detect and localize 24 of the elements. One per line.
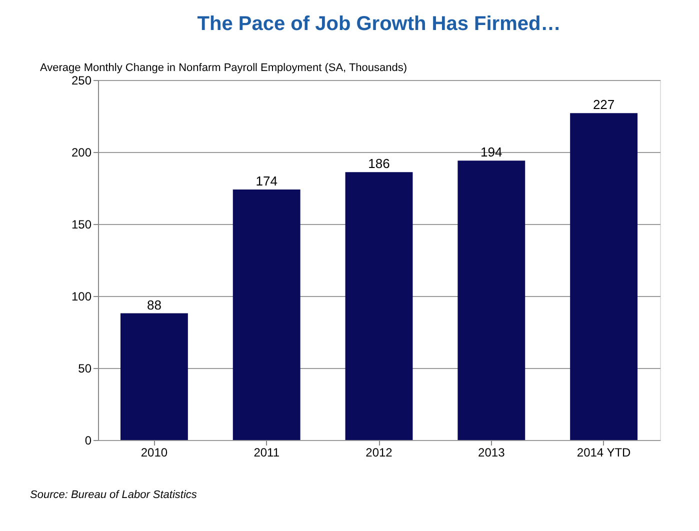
y-tick-label: 250 [71,74,92,88]
x-tick-label: 2013 [478,446,506,460]
y-tick-label: 100 [71,290,92,304]
source-note: Source: Bureau of Labor Statistics [30,489,198,501]
y-tick-label: 200 [71,146,92,160]
data-label: 194 [480,144,502,160]
y-tick-label: 0 [84,434,92,448]
data-label: 88 [146,297,162,312]
x-tick-label: 2011 [254,446,280,460]
data-label: 186 [368,156,390,172]
bar [345,172,413,440]
data-label: 174 [256,173,278,188]
x-tick-label: 2010 [140,446,168,460]
bar [232,189,300,440]
data-label: 227 [592,97,615,112]
x-tick-label: 2014 YTD [576,446,632,460]
y-tick-label: 150 [71,218,92,232]
bar [120,313,188,440]
chart-subtitle: Average Monthly Change in Nonfarm Payroll Employment (SA, Thousands) [40,62,408,74]
bar [570,113,638,440]
x-tick-label: 2012 [366,446,393,460]
chart-title: The Pace of Job Growth Has Firmed… [197,13,561,35]
bar [458,160,526,440]
y-tick-label: 50 [78,362,92,376]
